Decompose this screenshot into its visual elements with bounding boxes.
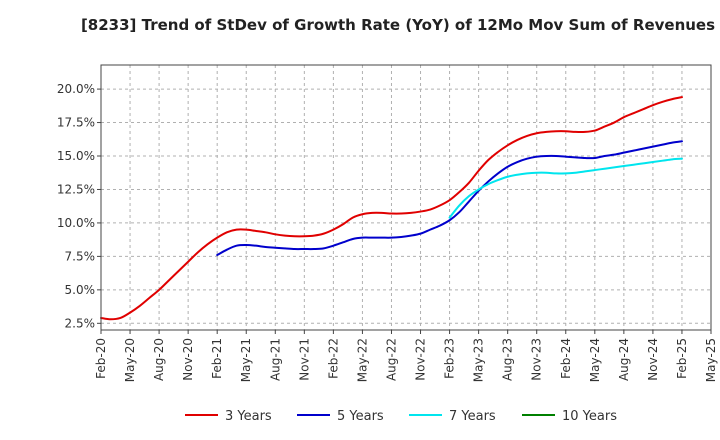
- x-axis: Feb-20 May-20 Aug-20 Nov-20 Feb-21 May-21 Aug-…: [94, 330, 718, 382]
- series-line-5-years: [216, 140, 683, 257]
- y-tick-label: 7.5%: [65, 249, 96, 263]
- y-axis: 2.5% 5.0% 7.5% 10.0% 12.5% 15.0% 17.5% 20.0%: [57, 82, 101, 330]
- y-tick-label: 17.5%: [57, 116, 95, 130]
- plot-frame: [100, 64, 712, 331]
- y-tick-label: 2.5%: [65, 316, 96, 330]
- x-tick-label: May-25: [704, 338, 718, 382]
- x-tick-label: Feb-24: [559, 338, 573, 379]
- x-tick-label: Feb-22: [326, 338, 340, 379]
- grid: [100, 65, 712, 330]
- series-line-3-years: [100, 96, 683, 321]
- x-tick-label: Feb-23: [443, 338, 457, 379]
- x-tick-label: Aug-24: [617, 338, 631, 381]
- x-tick-label: Nov-22: [414, 338, 428, 381]
- x-tick-label: Nov-24: [646, 338, 660, 381]
- legend-label-5-years: 5 Years: [337, 409, 384, 424]
- x-tick-label: May-21: [239, 338, 253, 382]
- x-tick-label: Nov-20: [181, 338, 195, 381]
- legend-label-3-years: 3 Years: [225, 409, 272, 424]
- y-tick-label: 15.0%: [57, 149, 95, 163]
- x-tick-label: May-24: [588, 338, 602, 382]
- chart-title: [8233] Trend of StDev of Growth Rate (Yo…: [81, 16, 715, 34]
- plot-series: [100, 96, 683, 321]
- x-tick-label: Aug-20: [152, 338, 166, 381]
- series-line-7-years: [448, 157, 683, 219]
- x-tick-label: Nov-21: [297, 338, 311, 381]
- x-tick-label: May-23: [472, 338, 486, 382]
- x-tick-label: Feb-21: [210, 338, 224, 379]
- legend-label-7-years: 7 Years: [449, 409, 496, 424]
- x-tick-label: Nov-23: [530, 338, 544, 381]
- y-tick-label: 5.0%: [65, 283, 96, 297]
- y-tick-label: 12.5%: [57, 182, 95, 196]
- x-tick-label: Aug-22: [384, 338, 398, 381]
- legend-label-10-years: 10 Years: [562, 409, 617, 424]
- y-tick-label: 10.0%: [57, 216, 95, 230]
- x-tick-label: Aug-23: [501, 338, 515, 381]
- y-tick-label: 20.0%: [57, 82, 95, 96]
- x-tick-label: Feb-25: [675, 338, 689, 379]
- x-tick-label: Aug-21: [268, 338, 282, 381]
- x-tick-label: Feb-20: [94, 338, 108, 379]
- x-tick-label: May-22: [355, 338, 369, 382]
- legend: 3 Years 5 Years 7 Years 10 Years: [185, 409, 617, 424]
- x-tick-label: May-20: [123, 338, 137, 382]
